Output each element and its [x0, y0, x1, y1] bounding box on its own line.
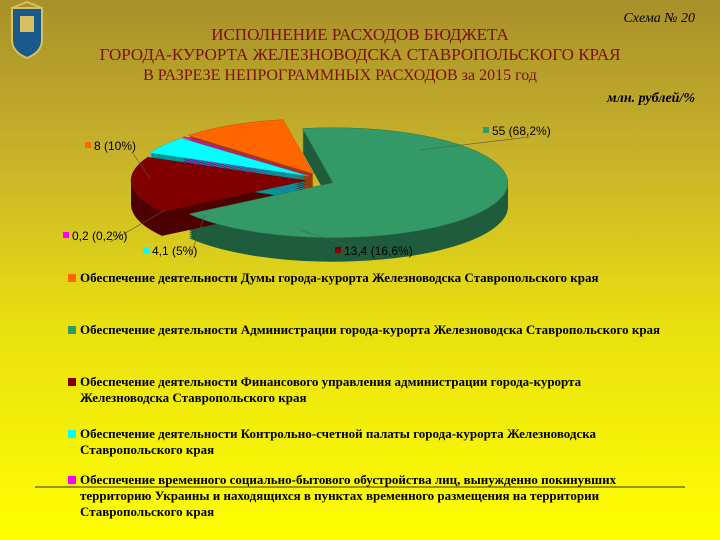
- data-label: 55 (68,2%): [492, 124, 551, 138]
- label-swatch: [335, 247, 341, 253]
- legend-text: Обеспечение временного социально-бытовог…: [80, 472, 617, 519]
- legend-entry: Обеспечение временного социально-бытовог…: [68, 472, 670, 520]
- slice: [187, 119, 314, 175]
- leader-line: [131, 151, 151, 179]
- pie: [130, 119, 509, 262]
- legend-swatch: [68, 430, 76, 438]
- chart-title: ИСПОЛНЕНИЕ РАСХОДОВ БЮДЖЕТА: [211, 25, 509, 44]
- legend-text: Обеспечение деятельности Администрации г…: [80, 322, 661, 337]
- leader-line: [419, 136, 531, 151]
- legend-swatch: [68, 274, 76, 282]
- legend-swatch: [68, 326, 76, 334]
- slice: [188, 127, 509, 238]
- unit-label: млн. рублей/%: [606, 91, 695, 106]
- emblem: [11, 0, 43, 60]
- legend-entry: Обеспечение деятельности Контрольно-счет…: [68, 426, 670, 458]
- legend-entry: Обеспечение деятельности Финансового упр…: [68, 374, 670, 406]
- scheme-label: Схема № 20: [623, 11, 695, 26]
- label-swatch: [483, 127, 489, 133]
- slice: [181, 136, 310, 176]
- label-swatch: [143, 247, 149, 253]
- slice: [130, 156, 307, 213]
- chart-title: В РАЗРЕЗЕ НЕПРОГРАММНЫХ РАСХОДОВ за 2015…: [143, 67, 537, 84]
- leader-line: [299, 229, 383, 258]
- legend-swatch: [68, 476, 76, 484]
- label-swatch: [63, 232, 69, 238]
- legend-entry: Обеспечение деятельности Думы города-кур…: [68, 270, 670, 286]
- leader-line: [189, 214, 206, 258]
- legend-text: Обеспечение деятельности Контрольно-счет…: [80, 426, 597, 457]
- slice: [149, 137, 309, 177]
- legend-text: Обеспечение деятельности Думы города-кур…: [80, 270, 599, 285]
- data-label: 8 (10%): [94, 139, 136, 153]
- data-label: 4,1 (5%): [152, 244, 197, 258]
- legend-entry: Обеспечение деятельности Администрации г…: [68, 322, 670, 338]
- data-label: 13,4 (16,6%): [344, 244, 413, 258]
- legend-text: Обеспечение деятельности Финансового упр…: [80, 374, 582, 405]
- leader-line: [109, 209, 166, 243]
- legend-swatch: [68, 378, 76, 386]
- label-swatch: [85, 142, 91, 148]
- chart-title: ГОРОДА-КУРОРТА ЖЕЛЕЗНОВОДСКА СТАВРОПОЛЬС…: [100, 45, 621, 64]
- data-label: 0,2 (0,2%): [72, 229, 127, 243]
